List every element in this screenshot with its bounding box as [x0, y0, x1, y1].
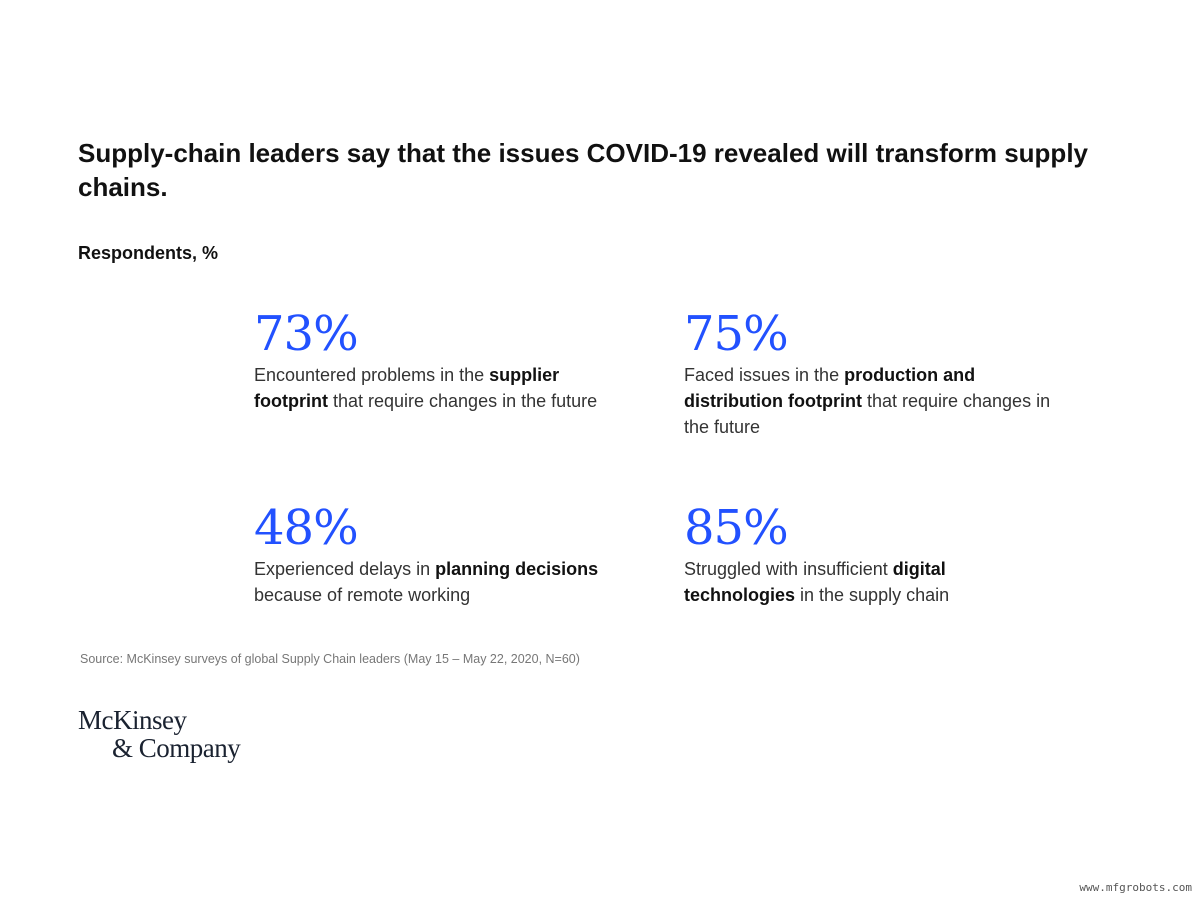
- stat-description-emphasis: production and distribution footprint: [684, 365, 976, 411]
- exhibit-subtitle: Respondents, %: [78, 243, 219, 263]
- mckinsey-logo: McKinsey & Company: [78, 705, 241, 763]
- watermark: www.mfgrobots.com: [1079, 881, 1192, 894]
- stat-description-text: that require changes in the future: [327, 391, 598, 411]
- stat-description-text: Encountered problems in the: [254, 365, 490, 385]
- stat-description: Struggled with insufficient digital tech…: [684, 556, 1004, 608]
- stat-value: 48%: [254, 500, 359, 556]
- stat-card: 85% Struggled with insufficient digital …: [684, 502, 1004, 608]
- logo-line-1: McKinsey: [78, 705, 187, 735]
- stat-description-emphasis: digital technologies: [684, 559, 946, 605]
- stat-description-text: Faced issues in the: [684, 365, 845, 385]
- stat-description: Faced issues in the production and distr…: [684, 362, 1064, 440]
- stat-card: 48% Experienced delays in planning decis…: [254, 502, 614, 608]
- exhibit-title: Supply-chain leaders say that the issues…: [78, 138, 1089, 202]
- stat-description: Experienced delays in planning decisions…: [254, 556, 614, 608]
- stat-value: 73%: [254, 306, 359, 362]
- stat-description-emphasis: supplier footprint: [254, 365, 560, 411]
- stat-description-text: in the supply chain: [795, 585, 950, 605]
- logo-line-2: & Company: [112, 733, 241, 763]
- stat-description-text: Struggled with insufficient: [684, 559, 893, 579]
- stat-description-text: that require changes in the future: [684, 391, 1051, 437]
- stat-description: Encountered problems in the supplier foo…: [254, 362, 634, 414]
- stat-value: 85%: [684, 500, 789, 556]
- stat-card: 73% Encountered problems in the supplier…: [254, 308, 634, 414]
- stat-value: 75%: [684, 306, 789, 362]
- source-note: Source: McKinsey surveys of global Suppl…: [80, 652, 580, 666]
- stat-card: 75% Faced issues in the production and d…: [684, 308, 1064, 440]
- stat-description-emphasis: planning decisions: [435, 559, 599, 579]
- stat-description-text: because of remote working: [254, 585, 471, 605]
- stat-description-text: Experienced delays in: [254, 559, 436, 579]
